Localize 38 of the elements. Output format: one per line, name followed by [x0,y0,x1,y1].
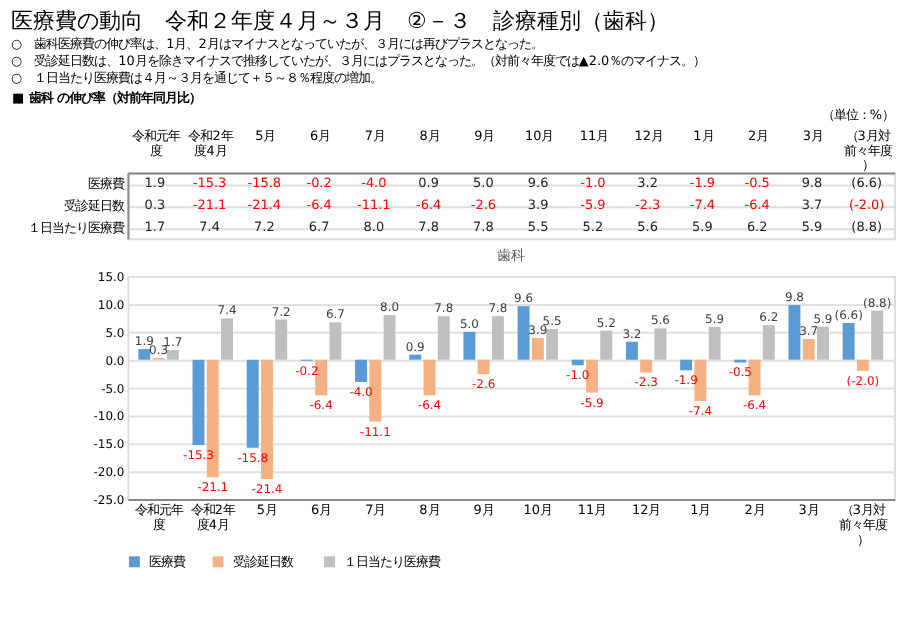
bar [654,328,667,360]
bar [315,359,328,396]
bar [748,359,761,396]
bar [369,359,382,422]
bar [708,326,721,360]
bar [437,316,450,360]
bar [409,354,422,360]
bar [275,319,288,360]
bar [856,359,869,371]
bar [329,322,342,360]
bar [491,316,504,360]
bar [788,305,801,360]
bar [463,331,476,360]
bar [694,359,707,401]
bar [842,322,855,360]
bar [355,359,368,382]
bar [192,359,205,445]
bar [423,359,436,396]
text: 医療費の動向 令和２年度４月～３月 ②－３ 診療種別（歯科） [10,8,669,35]
bar [762,325,775,360]
bar [680,359,693,371]
bar [531,337,544,360]
bar [246,359,259,448]
bar [600,330,613,360]
bar [625,341,638,360]
bar [138,349,151,360]
bar [586,359,598,393]
bar [477,359,490,375]
bar [221,318,233,360]
bar [517,306,530,360]
bar [546,329,559,360]
bar [871,310,884,360]
bar [166,350,179,360]
bar [817,326,829,360]
bar [383,315,396,360]
bar [802,339,815,360]
bar [640,359,653,373]
bar [571,359,584,366]
